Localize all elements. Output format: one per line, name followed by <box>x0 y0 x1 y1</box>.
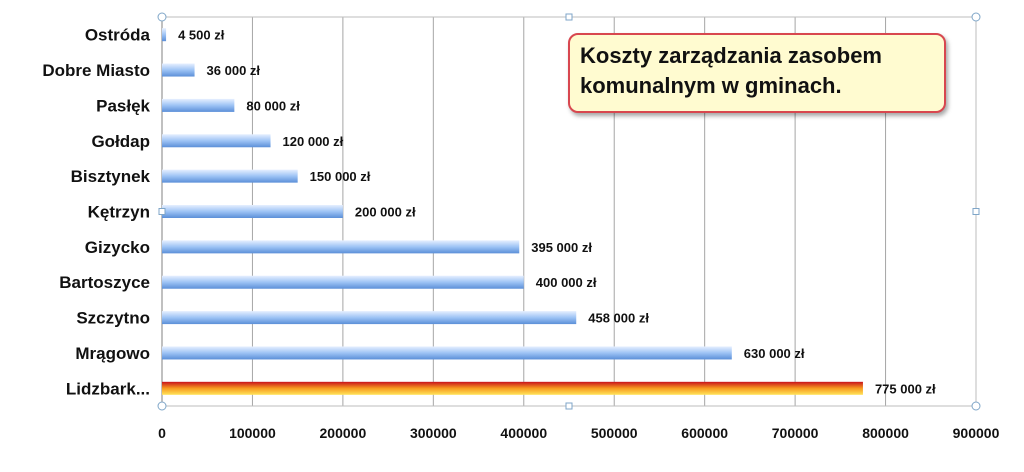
category-label: Mrągowo <box>75 344 150 363</box>
bar <box>162 346 732 360</box>
bars <box>162 28 863 395</box>
x-tick-label: 900000 <box>953 425 1000 441</box>
category-label: Dobre Miasto <box>42 61 150 80</box>
x-tick-label: 500000 <box>591 425 638 441</box>
data-label: 150 000 zł <box>310 169 371 184</box>
bar <box>162 240 520 254</box>
bar <box>162 28 167 42</box>
data-label: 80 000 zł <box>246 98 300 113</box>
category-label: Bisztynek <box>71 167 151 186</box>
selection-handles[interactable] <box>157 12 981 411</box>
bar <box>162 98 235 112</box>
category-label: Lidzbark... <box>66 379 150 398</box>
category-label: Pasłęk <box>96 96 150 115</box>
resize-handle[interactable] <box>971 401 981 411</box>
labels: 0 100000 200000 300000 400000 500000 600000 700… <box>42 26 999 441</box>
x-tick-label: 800000 <box>862 425 909 441</box>
bar <box>162 169 298 183</box>
category-label: Gizycko <box>85 238 150 257</box>
chart-title-line-2: komunalnym w gminach. <box>580 73 842 98</box>
data-label: 775 000 zł <box>875 381 936 396</box>
category-label: Szczytno <box>76 309 150 328</box>
x-tick-label: 200000 <box>320 425 367 441</box>
data-label: 400 000 zł <box>536 275 597 290</box>
resize-handle[interactable] <box>972 208 980 215</box>
data-label: 395 000 zł <box>531 240 592 255</box>
category-label: Bartoszyce <box>59 273 150 292</box>
resize-handle[interactable] <box>157 12 167 22</box>
chart-title-box[interactable]: Koszty zarządzania zasobem komunalnym w … <box>568 33 946 113</box>
resize-handle[interactable] <box>565 402 573 410</box>
bar <box>162 311 577 325</box>
resize-handle[interactable] <box>157 401 167 411</box>
x-tick-label: 400000 <box>500 425 547 441</box>
x-tick-label: 0 <box>158 425 166 441</box>
bar-highlighted <box>162 381 863 395</box>
bar <box>162 63 195 77</box>
chart-title-line-1: Koszty zarządzania zasobem <box>580 43 882 68</box>
bar <box>162 134 271 148</box>
x-tick-label: 700000 <box>772 425 819 441</box>
category-label: Gołdap <box>91 132 150 151</box>
data-label: 120 000 zł <box>283 134 344 149</box>
bar <box>162 275 524 289</box>
x-tick-label: 100000 <box>229 425 276 441</box>
resize-handle[interactable] <box>565 13 573 21</box>
data-label: 4 500 zł <box>178 28 225 43</box>
category-label: Ostróda <box>85 26 151 45</box>
category-label: Kętrzyn <box>88 203 150 222</box>
bar <box>162 205 343 218</box>
resize-handle[interactable] <box>158 208 166 215</box>
x-tick-label: 300000 <box>410 425 457 441</box>
data-label: 200 000 zł <box>355 205 416 220</box>
data-label: 458 000 zł <box>588 311 649 326</box>
resize-handle[interactable] <box>971 12 981 22</box>
x-tick-label: 600000 <box>681 425 728 441</box>
data-label: 630 000 zł <box>744 346 805 361</box>
data-label: 36 000 zł <box>207 63 261 78</box>
